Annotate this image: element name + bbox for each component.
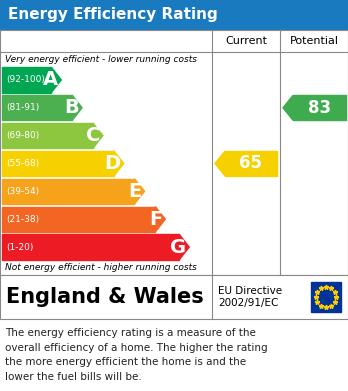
Bar xyxy=(0,30,348,52)
Text: Potential: Potential xyxy=(290,36,339,46)
Bar xyxy=(311,282,341,312)
Polygon shape xyxy=(215,151,225,176)
Text: England & Wales: England & Wales xyxy=(6,287,204,307)
Text: (21-38): (21-38) xyxy=(6,215,39,224)
Polygon shape xyxy=(134,179,144,204)
Bar xyxy=(2,206,155,232)
Polygon shape xyxy=(114,151,124,176)
Polygon shape xyxy=(93,123,103,148)
Text: (55-68): (55-68) xyxy=(6,159,39,168)
Text: D: D xyxy=(104,154,121,173)
Text: E: E xyxy=(128,182,142,201)
Bar xyxy=(0,0,348,30)
Text: G: G xyxy=(170,238,186,256)
Text: (39-54): (39-54) xyxy=(6,187,39,196)
Text: EU Directive
2002/91/EC: EU Directive 2002/91/EC xyxy=(218,286,282,308)
Text: (69-80): (69-80) xyxy=(6,131,39,140)
Text: (1-20): (1-20) xyxy=(6,242,33,251)
Text: Very energy efficient - lower running costs: Very energy efficient - lower running co… xyxy=(5,54,197,63)
Bar xyxy=(293,95,346,120)
Text: Not energy efficient - higher running costs: Not energy efficient - higher running co… xyxy=(5,264,197,273)
Text: (92-100): (92-100) xyxy=(6,75,45,84)
Text: Energy Efficiency Rating: Energy Efficiency Rating xyxy=(8,7,218,23)
Text: 65: 65 xyxy=(239,154,262,172)
Text: A: A xyxy=(43,70,58,90)
Bar xyxy=(225,151,277,176)
Bar xyxy=(2,123,93,148)
Polygon shape xyxy=(72,95,82,120)
Text: Current: Current xyxy=(225,36,267,46)
Polygon shape xyxy=(179,234,189,260)
Bar xyxy=(2,95,72,120)
Polygon shape xyxy=(155,206,165,232)
Text: B: B xyxy=(64,98,79,117)
Polygon shape xyxy=(51,67,61,93)
Bar xyxy=(2,151,114,176)
Polygon shape xyxy=(283,95,293,120)
Text: 83: 83 xyxy=(308,99,331,117)
Bar xyxy=(2,234,179,260)
Bar xyxy=(0,30,348,275)
Bar xyxy=(2,179,134,204)
Bar xyxy=(0,275,348,319)
Text: C: C xyxy=(86,126,100,145)
Text: F: F xyxy=(149,210,162,229)
Text: The energy efficiency rating is a measure of the
overall efficiency of a home. T: The energy efficiency rating is a measur… xyxy=(5,328,268,382)
Bar xyxy=(2,67,51,93)
Text: (81-91): (81-91) xyxy=(6,103,39,112)
